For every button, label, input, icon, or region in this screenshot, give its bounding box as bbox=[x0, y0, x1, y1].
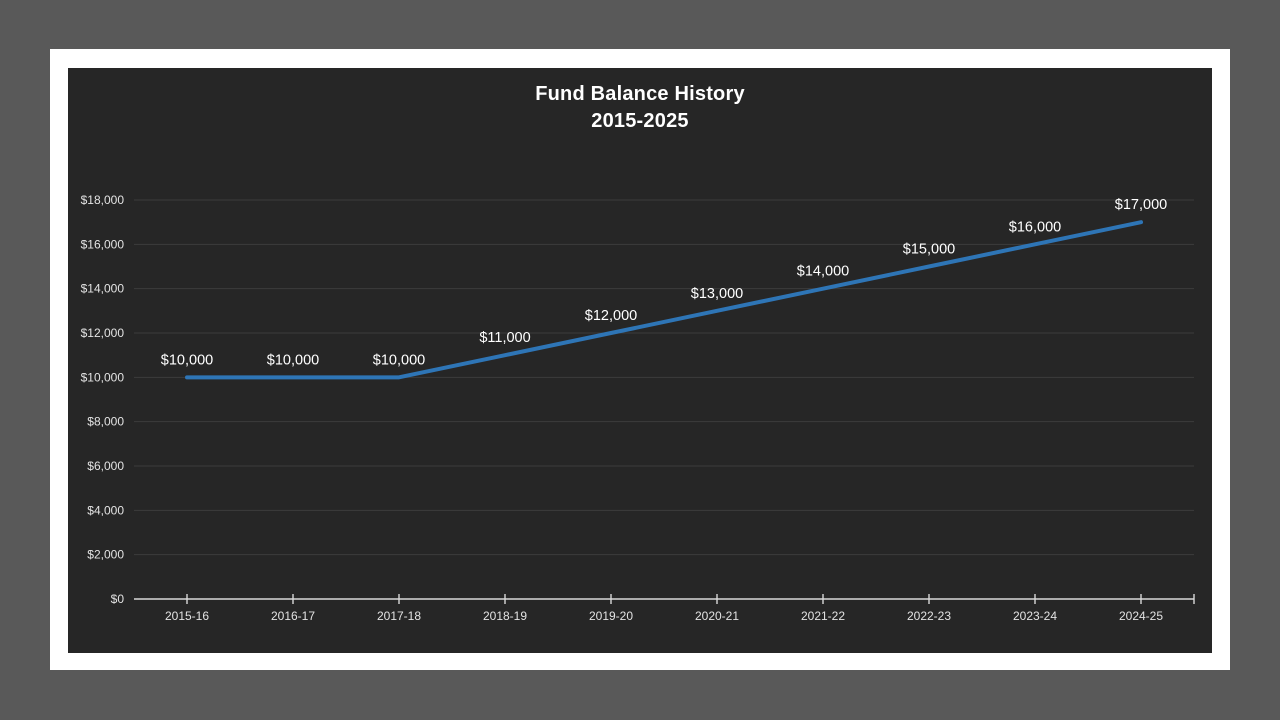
x-tick-label: 2021-22 bbox=[801, 609, 845, 623]
x-tick-label: 2015-16 bbox=[165, 609, 209, 623]
x-tick-label: 2020-21 bbox=[695, 609, 739, 623]
chart-title-text: Fund Balance History bbox=[535, 83, 745, 105]
x-tick-label: 2016-17 bbox=[271, 609, 315, 623]
data-point-label: $16,000 bbox=[1009, 219, 1061, 235]
data-labels: $10,000 $10,000 $10,000 $11,000 $12,000 $13,0… bbox=[161, 197, 1167, 368]
chart-subtitle-text: 2015-2025 bbox=[591, 110, 689, 132]
y-tick-label: $18,000 bbox=[81, 193, 125, 207]
data-point-label: $15,000 bbox=[903, 242, 955, 258]
x-tick-label: 2023-24 bbox=[1013, 609, 1057, 623]
x-tick-label: 2018-19 bbox=[483, 609, 527, 623]
data-point-label: $10,000 bbox=[267, 352, 319, 368]
y-tick-label: $16,000 bbox=[81, 237, 125, 251]
y-gridlines bbox=[134, 199, 1194, 556]
y-tick-label: $2,000 bbox=[87, 548, 124, 562]
data-point-label: $10,000 bbox=[373, 352, 425, 368]
y-tick-label: $12,000 bbox=[81, 326, 125, 340]
y-tick-label: $6,000 bbox=[87, 459, 124, 473]
data-point-label: $12,000 bbox=[585, 308, 637, 324]
fund-balance-chart: Fund Balance History 2015-2025 $0 $2,000 $… bbox=[68, 68, 1212, 653]
x-axis-labels: 2015-16 2016-17 2017-18 2018-19 2019-20 2020-… bbox=[165, 609, 1163, 623]
data-point-label: $10,000 bbox=[161, 352, 213, 368]
y-tick-label: $14,000 bbox=[81, 282, 125, 296]
data-point-label: $14,000 bbox=[797, 264, 849, 280]
chart-title: Fund Balance History 2015-2025 bbox=[68, 81, 1212, 135]
x-tick-label: 2019-20 bbox=[589, 609, 633, 623]
data-point-label: $13,000 bbox=[691, 286, 743, 302]
fund-balance-line bbox=[185, 220, 1143, 380]
x-axis-ticks bbox=[186, 594, 1195, 604]
x-tick-label: 2022-23 bbox=[907, 609, 951, 623]
x-tick-label: 2024-25 bbox=[1119, 609, 1163, 623]
data-point-label: $17,000 bbox=[1115, 197, 1167, 213]
y-tick-label: $0 bbox=[111, 592, 125, 606]
y-tick-label: $4,000 bbox=[87, 503, 124, 517]
y-tick-label: $10,000 bbox=[81, 370, 125, 384]
data-point-label: $11,000 bbox=[479, 330, 530, 346]
y-tick-label: $8,000 bbox=[87, 415, 124, 429]
plot-area: $0 $2,000 $4,000 $6,000 $8,000 $10,000 $12,000… bbox=[81, 193, 1195, 623]
x-tick-label: 2017-18 bbox=[377, 609, 421, 623]
y-axis-labels: $0 $2,000 $4,000 $6,000 $8,000 $10,000 $12,000… bbox=[81, 193, 125, 606]
slide-canvas: Fund Balance History 2015-2025 $0 $2,000 $… bbox=[50, 49, 1230, 670]
